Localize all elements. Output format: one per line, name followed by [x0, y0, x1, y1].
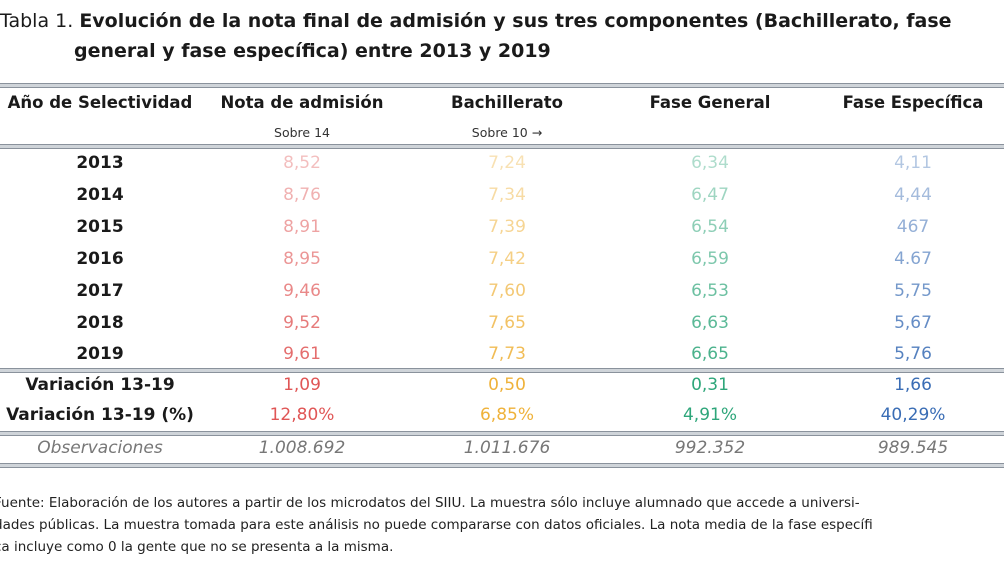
header-year: Año de Selectividad [7, 92, 193, 112]
header-general: Fase General [649, 92, 771, 112]
divider [0, 463, 1004, 468]
observations-nota: 1.008.692 [258, 438, 346, 458]
header-nota: Nota de admisión [220, 92, 384, 112]
variation-label: Variación 13-19 [25, 375, 175, 395]
cell-especifica: 5,75 [894, 280, 932, 301]
table-row: 2016 8,95 7,42 6,59 4.67 [0, 244, 1004, 274]
cell-especifica: 4,11 [894, 153, 932, 173]
cell-year: 2015 [76, 216, 124, 237]
cell-bachillerato: 7,39 [488, 216, 526, 237]
table-row: 2019 9,61 7,73 6,65 5,76 [0, 339, 1004, 369]
cell-year: 2018 [76, 312, 124, 333]
footnote: Fuente: Elaboración de los autores a par… [0, 492, 1004, 558]
cell-nota: 8,91 [283, 216, 321, 237]
variation-pct-especifica: 40,29% [880, 405, 946, 425]
title-line-2: general y fase específica) entre 2013 y … [74, 40, 551, 62]
observations-row: Observaciones 1.008.692 1.011.676 992.35… [0, 433, 1004, 463]
cell-bachillerato: 7,73 [488, 344, 526, 365]
cell-year: 2017 [76, 280, 124, 301]
cell-year: 2013 [76, 153, 124, 173]
variation-pct-label: Variación 13-19 (%) [6, 405, 194, 425]
header-bachillerato: Bachillerato [451, 92, 563, 112]
cell-nota: 9,61 [283, 344, 321, 365]
cell-especifica: 4,44 [894, 184, 932, 205]
cell-general: 6,47 [691, 184, 729, 205]
cell-bachillerato: 7,42 [488, 248, 526, 269]
cell-nota: 8,76 [283, 184, 321, 205]
cell-general: 6,53 [691, 280, 729, 301]
variation-general: 0,31 [691, 375, 729, 395]
variation-pct-bachillerato: 6,85% [479, 405, 535, 425]
divider [0, 83, 1004, 88]
variation-nota: 1,09 [283, 375, 321, 395]
subheader-row: Sobre 14 Sobre 10 → [0, 117, 1004, 147]
table-row: 2014 8,76 7,34 6,47 4,44 [0, 180, 1004, 210]
header-especifica: Fase Específica [842, 92, 984, 112]
cell-general: 6,59 [691, 248, 729, 269]
cell-bachillerato: 7,65 [488, 312, 526, 333]
cell-nota: 9,46 [283, 280, 321, 301]
table-row: 2013 8,52 7,24 6,34 4,11 [0, 148, 1004, 178]
variation-pct-general: 4,91% [682, 405, 738, 425]
table-row: 2017 9,46 7,60 6,53 5,75 [0, 276, 1004, 306]
observations-especifica: 989.545 [877, 438, 949, 458]
cell-especifica: 5,76 [894, 344, 932, 365]
cell-especifica: 467 [896, 216, 930, 237]
subheader-bachillerato: Sobre 10 → [471, 124, 543, 140]
cell-year: 2016 [76, 248, 124, 269]
cell-general: 6,65 [691, 344, 729, 365]
cell-bachillerato: 7,24 [488, 153, 526, 173]
table-title: Tabla 1. Evolución de la nota final de a… [0, 6, 1004, 66]
variation-pct-nota: 12,80% [269, 405, 335, 425]
footnote-line: dades públicas. La muestra tomada para e… [0, 517, 873, 533]
divider [0, 144, 1004, 149]
cell-general: 6,34 [691, 153, 729, 173]
observations-general: 992.352 [674, 438, 746, 458]
divider [0, 431, 1004, 436]
cell-general: 6,63 [691, 312, 729, 333]
cell-especifica: 4.67 [894, 248, 932, 269]
divider [0, 368, 1004, 373]
cell-general: 6,54 [691, 216, 729, 237]
footnote-line: Fuente: Elaboración de los autores a par… [0, 495, 860, 511]
cell-year: 2014 [76, 184, 124, 205]
subheader-nota: Sobre 14 [274, 124, 330, 140]
variation-pct-row: Variación 13-19 (%) 12,80% 6,85% 4,91% 4… [0, 400, 1004, 430]
cell-especifica: 5,67 [894, 312, 932, 333]
table-label: Tabla 1. [0, 10, 74, 32]
table-row: 2015 8,91 7,39 6,54 467 [0, 212, 1004, 242]
variation-especifica: 1,66 [894, 375, 932, 395]
cell-year: 2019 [76, 344, 124, 365]
cell-nota: 8,95 [283, 248, 321, 269]
title-line-1: Evolución de la nota final de admisión y… [79, 10, 952, 32]
cell-nota: 8,52 [283, 153, 321, 173]
footnote-line: ca incluye como 0 la gente que no se pre… [0, 539, 394, 555]
variation-row: Variación 13-19 1,09 0,50 0,31 1,66 [0, 370, 1004, 400]
cell-nota: 9,52 [283, 312, 321, 333]
cell-bachillerato: 7,60 [488, 280, 526, 301]
table-row: 2018 9,52 7,65 6,63 5,67 [0, 308, 1004, 338]
cell-bachillerato: 7,34 [488, 184, 526, 205]
observations-label: Observaciones [37, 438, 163, 458]
variation-bachillerato: 0,50 [488, 375, 526, 395]
observations-bachillerato: 1.011.676 [463, 438, 551, 458]
header-row: Año de Selectividad Nota de admisión Bac… [0, 87, 1004, 117]
